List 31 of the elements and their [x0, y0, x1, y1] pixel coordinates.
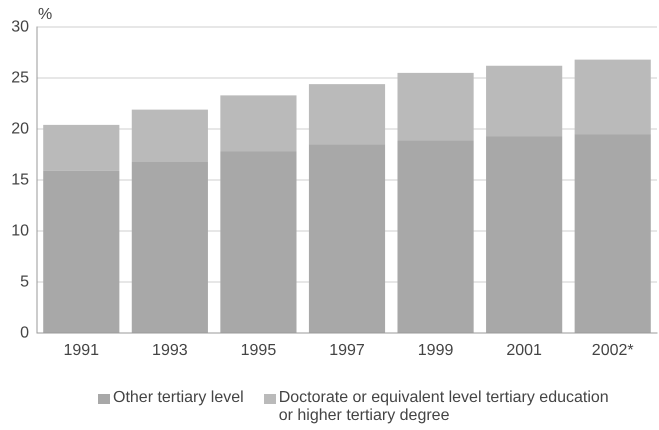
bar — [574, 134, 651, 332]
bar — [132, 162, 208, 332]
y-axis-title: % — [38, 6, 52, 23]
legend-label: Other tertiary level — [113, 389, 244, 407]
y-tick-label: 25 — [11, 69, 30, 86]
bar — [43, 124, 120, 171]
bar — [574, 60, 651, 134]
bar — [486, 136, 562, 332]
bar — [220, 151, 297, 332]
y-tick-label: 5 — [20, 273, 30, 290]
legend-label: Doctorate or equivalent level tertiary education or higher tertiary degree — [278, 389, 610, 425]
y-tick-label: 15 — [11, 171, 30, 188]
x-tick-label: 1999 — [418, 342, 454, 360]
bar — [308, 144, 386, 332]
bar — [43, 170, 120, 332]
bar — [397, 140, 474, 332]
x-tick-label: 1993 — [152, 342, 188, 360]
x-tick-label: 1991 — [63, 342, 100, 360]
bar — [132, 110, 208, 162]
y-tick-label: 20 — [11, 120, 30, 138]
x-tick-label: 1995 — [240, 342, 276, 360]
bar — [220, 95, 297, 152]
bar — [308, 84, 386, 144]
x-tick-label: 2001 — [506, 342, 542, 360]
y-tick-label: 10 — [11, 222, 30, 240]
y-tick-label: 0 — [20, 324, 30, 342]
bar — [397, 72, 474, 140]
x-tick-label: 2002* — [592, 342, 634, 360]
bar — [486, 66, 562, 136]
y-tick-label: 30 — [11, 18, 30, 36]
x-tick-label: 1997 — [329, 342, 365, 360]
